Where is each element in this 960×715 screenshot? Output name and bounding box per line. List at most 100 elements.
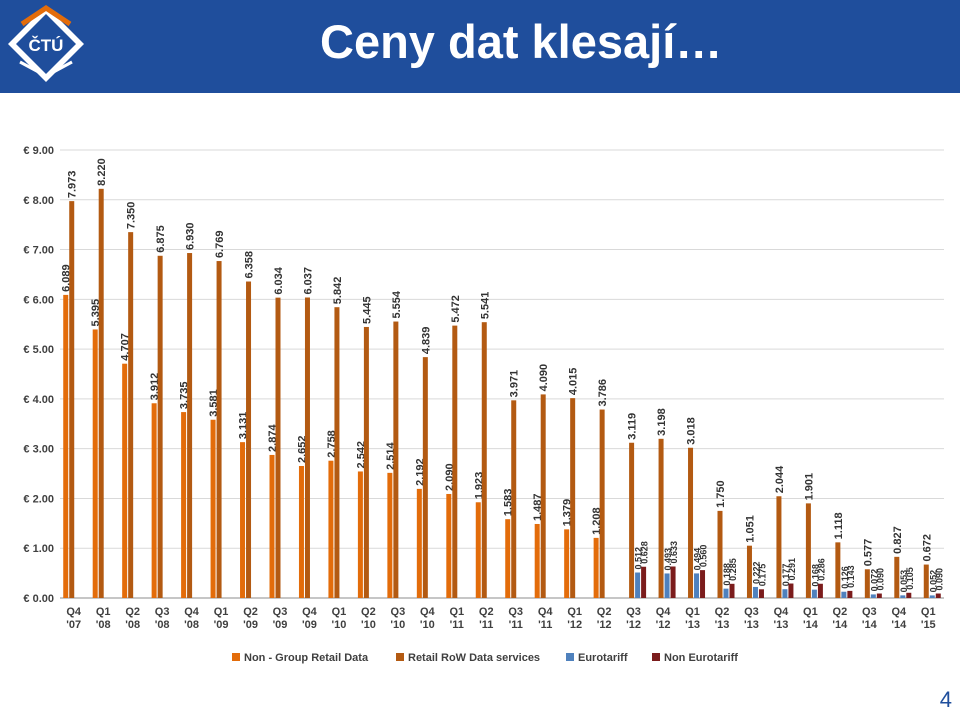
x-tick-label: '15 (921, 619, 936, 631)
x-tick-label: Q4 (184, 606, 200, 618)
bar (357, 471, 363, 598)
y-tick-label: € 1.00 (23, 543, 54, 555)
bar (452, 325, 458, 598)
legend-label: Retail RoW Data services (408, 652, 540, 664)
y-tick-label: € 5.00 (23, 344, 54, 356)
ctu-logo-icon: ČTÚ (8, 4, 84, 82)
x-tick-label: Q4 (656, 606, 672, 618)
x-tick-label: Q3 (273, 606, 288, 618)
y-tick-label: € 0.00 (23, 593, 54, 605)
x-tick-label: '13 (774, 619, 789, 631)
y-tick-label: € 6.00 (23, 294, 54, 306)
x-tick-label: Q2 (597, 606, 612, 618)
data-label: 6.769 (214, 231, 226, 259)
x-tick-label: '13 (744, 619, 759, 631)
bar (564, 529, 570, 598)
bar (210, 419, 216, 598)
data-label: 0.168 (810, 564, 820, 587)
slide-title: Ceny dat klesají… (320, 15, 723, 68)
data-label: 1.051 (744, 515, 756, 543)
x-tick-label: Q1 (685, 606, 700, 618)
data-label: 0.291 (787, 558, 797, 581)
bar (328, 460, 334, 598)
data-label: 3.119 (627, 413, 639, 440)
bar (92, 329, 98, 598)
x-tick-label: '11 (538, 619, 552, 631)
bar (505, 519, 511, 598)
y-tick-label: € 3.00 (23, 444, 54, 456)
data-label: 6.034 (273, 266, 285, 294)
legend-swatch (566, 653, 574, 661)
x-tick-label: '09 (302, 619, 317, 631)
data-label: 5.472 (450, 295, 462, 323)
bar (782, 589, 788, 598)
data-label: 0.628 (640, 541, 650, 564)
bar (788, 583, 794, 598)
logo-text: ČTÚ (29, 36, 64, 55)
data-label: 5.554 (391, 290, 403, 318)
bar (334, 307, 340, 598)
x-tick-label: Q4 (538, 606, 554, 618)
x-tick-label: Q3 (391, 606, 406, 618)
data-label: 7.350 (126, 202, 138, 230)
bar (870, 594, 876, 598)
bar (906, 592, 912, 598)
bar (811, 589, 817, 598)
bar (700, 570, 706, 598)
x-tick-label: '12 (597, 619, 612, 631)
x-tick-label: '13 (685, 619, 700, 631)
x-tick-label: Q1 (214, 606, 229, 618)
data-label: 0.090 (934, 568, 944, 591)
x-tick-label: Q3 (508, 606, 523, 618)
data-label: 5.842 (332, 277, 344, 305)
x-tick-label: Q2 (243, 606, 258, 618)
data-label: 0.053 (899, 570, 909, 593)
x-tick-label: Q4 (66, 606, 82, 618)
x-tick-label: Q2 (479, 606, 494, 618)
data-label: 0.188 (722, 563, 732, 586)
bar (729, 583, 735, 598)
bar (688, 447, 694, 598)
x-tick-label: '08 (184, 619, 199, 631)
data-label: 4.090 (538, 364, 550, 392)
legend-swatch (652, 653, 660, 661)
legend-label: Eurotariff (578, 652, 628, 664)
x-tick-label: '08 (125, 619, 140, 631)
x-tick-label: '08 (96, 619, 111, 631)
x-tick-label: '11 (479, 619, 493, 631)
data-label: 6.037 (302, 267, 314, 295)
bar (658, 438, 664, 598)
bar (570, 398, 576, 598)
x-tick-label: Q3 (626, 606, 641, 618)
x-tick-label: Q4 (420, 606, 436, 618)
bar (181, 412, 187, 598)
slide-header: ČTÚ Ceny dat klesají… (0, 0, 960, 93)
data-label: 0.633 (669, 541, 679, 564)
bar (929, 595, 935, 598)
bar (98, 188, 104, 598)
data-label: 0.672 (921, 534, 933, 562)
data-label: 6.875 (155, 225, 167, 253)
x-tick-label: '12 (656, 619, 671, 631)
bar (841, 591, 847, 598)
bar (847, 590, 853, 598)
data-label: 0.577 (862, 539, 874, 567)
y-tick-label: € 2.00 (23, 493, 54, 505)
legend-label: Non - Group Retail Data (244, 652, 369, 664)
bar (670, 566, 676, 598)
x-tick-label: Q2 (715, 606, 730, 618)
data-label: 1.901 (803, 473, 815, 501)
bar (363, 326, 369, 598)
bar (923, 564, 929, 598)
data-label: 0.126 (840, 566, 850, 589)
x-tick-label: Q1 (921, 606, 936, 618)
bar (298, 465, 304, 598)
bar (593, 537, 599, 598)
bar (122, 363, 128, 598)
data-label: 0.175 (757, 564, 767, 587)
bar (629, 442, 635, 598)
bar (393, 321, 399, 598)
x-tick-label: Q4 (891, 606, 907, 618)
bar (187, 253, 193, 599)
data-label: 0.105 (905, 567, 915, 590)
